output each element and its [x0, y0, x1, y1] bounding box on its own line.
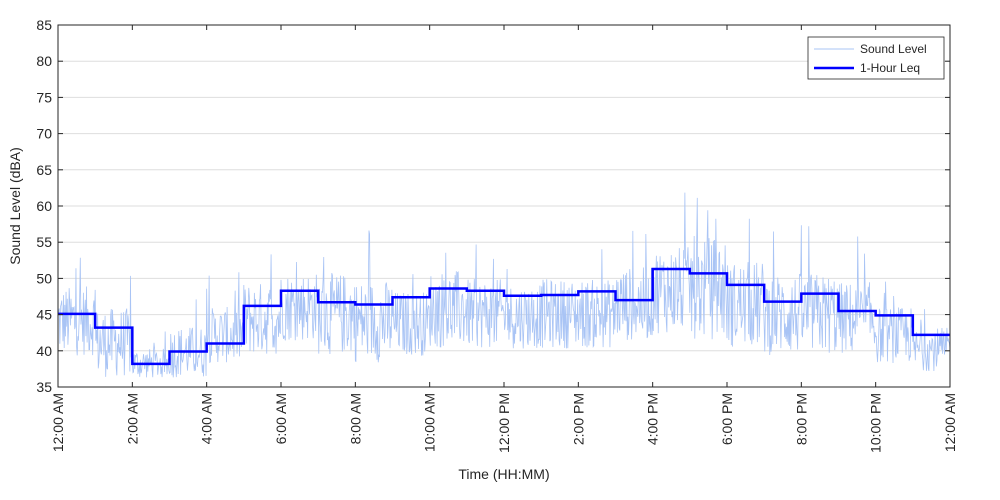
x-axis-ticks: 12:00 AM 2:00 AM 4:00 AM 6:00 AM 8:00 AM 10:0…	[50, 25, 958, 453]
x-tick-label: 10:00 AM	[422, 393, 438, 452]
y-tick-label: 85	[36, 17, 52, 33]
y-axis-label: Sound Level (dBA)	[7, 147, 23, 265]
x-tick-label: 6:00 PM	[719, 393, 735, 445]
x-tick-label: 6:00 AM	[273, 393, 289, 444]
x-tick-label: 2:00 AM	[124, 393, 140, 444]
y-tick-label: 70	[36, 126, 52, 142]
sound-level-series	[57, 192, 951, 378]
y-tick-label: 55	[36, 234, 52, 250]
x-tick-label: 12:00 PM	[496, 393, 512, 453]
y-tick-label: 60	[36, 198, 52, 214]
legend: Sound Level 1-Hour Leq	[807, 36, 945, 80]
x-tick-label: 4:00 PM	[645, 393, 661, 445]
x-tick-label: 8:00 PM	[793, 393, 809, 445]
x-tick-label: 4:00 AM	[199, 393, 215, 444]
y-tick-label: 35	[36, 379, 52, 395]
y-axis-ticks: 35 40 45 50 55 60 65 70 75 80 85	[36, 17, 950, 395]
leq-series	[58, 267, 950, 366]
leq-step-line	[58, 267, 950, 366]
y-tick-label: 75	[36, 89, 52, 105]
y-tick-label: 50	[36, 270, 52, 286]
x-axis-label: Time (HH:MM)	[458, 466, 549, 482]
x-tick-label: 2:00 PM	[570, 393, 586, 445]
x-tick-label: 12:00 AM	[942, 393, 958, 452]
y-tick-label: 65	[36, 162, 52, 178]
sound-level-line	[57, 192, 951, 378]
y-tick-label: 40	[36, 343, 52, 359]
legend-label-sound-level: Sound Level	[860, 42, 927, 56]
legend-label-leq: 1-Hour Leq	[860, 61, 920, 75]
x-tick-label: 10:00 PM	[868, 393, 884, 453]
y-tick-label: 45	[36, 307, 52, 323]
x-tick-label: 8:00 AM	[347, 393, 363, 444]
legend-box	[807, 36, 945, 80]
y-tick-label: 80	[36, 53, 52, 69]
x-tick-label: 12:00 AM	[50, 393, 66, 452]
